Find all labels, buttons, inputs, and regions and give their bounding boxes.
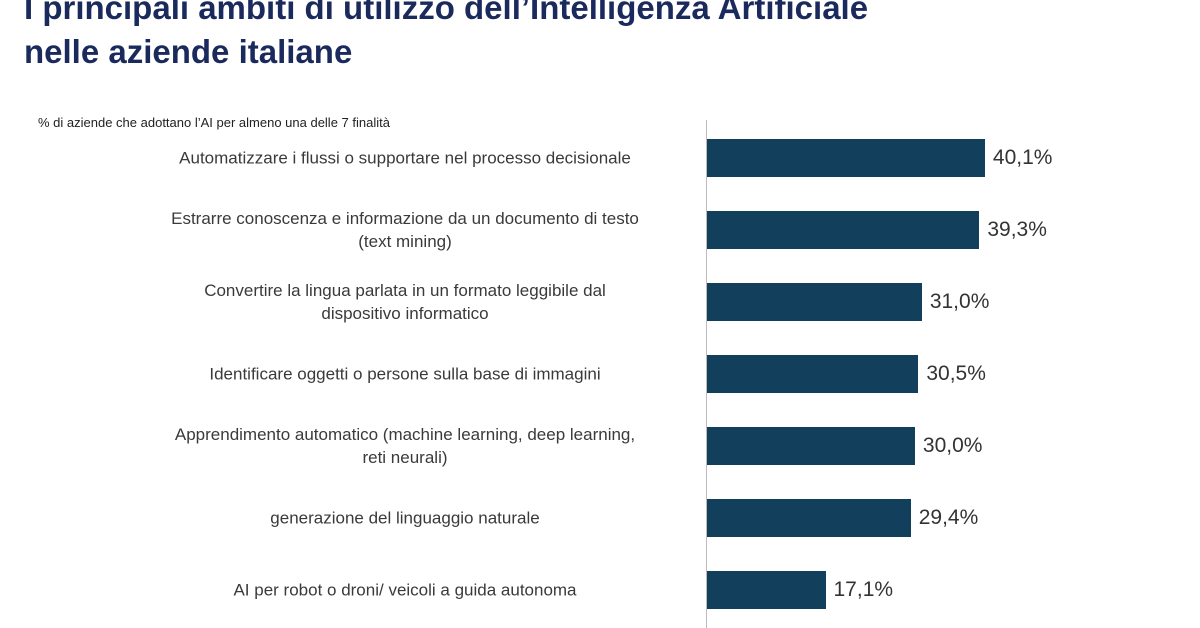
value-label: 30,0% (922, 434, 983, 457)
category-label: Convertire la lingua parlata in un forma… (204, 281, 606, 323)
bar (707, 571, 826, 609)
bar (707, 355, 919, 393)
value-label: 39,3% (987, 218, 1047, 241)
bar (707, 427, 915, 465)
value-label: 17,1% (833, 578, 894, 601)
bar (707, 211, 980, 249)
value-label: 30,5% (926, 362, 986, 385)
category-label: Estrarre conoscenza e informazione da un… (171, 209, 639, 251)
chart-subtitle: % di aziende che adottano l’AI per almen… (38, 115, 390, 130)
chart-title: I principali ambiti di utilizzo dell’Int… (24, 0, 869, 70)
category-label: Apprendimento automatico (machine learni… (174, 425, 636, 467)
category-axis (706, 120, 707, 628)
value-label: 40,1% (992, 146, 1053, 169)
bar (707, 139, 985, 177)
category-label: generazione del linguaggio naturale (270, 508, 540, 528)
value-label: 29,4% (918, 506, 979, 529)
category-label: Automatizzare i flussi o supportare nel … (179, 148, 631, 168)
category-label: AI per robot o droni/ veicoli a guida au… (233, 580, 577, 600)
value-label: 31,0% (929, 290, 990, 313)
category-label: Identificare oggetti o persone sulla bas… (209, 364, 601, 384)
bar (707, 283, 922, 321)
bar (707, 499, 911, 537)
